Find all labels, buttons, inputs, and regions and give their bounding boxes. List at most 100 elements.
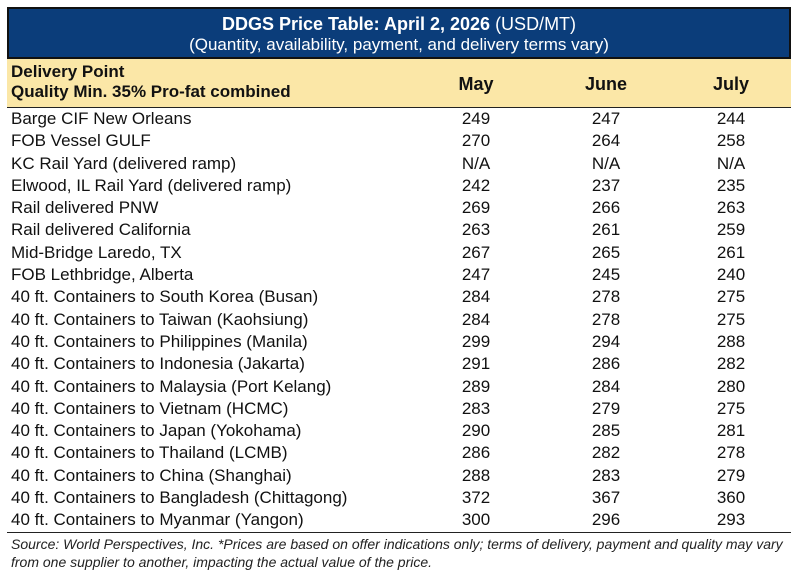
price-may: 286 (461, 443, 491, 463)
price-may: 269 (461, 198, 491, 218)
table-row: 40 ft. Containers to Japan (Yokohama) 290… (7, 420, 791, 442)
price-june: 278 (591, 287, 621, 307)
price-may: 284 (461, 287, 491, 307)
price-may: 289 (461, 376, 491, 396)
price-may: 288 (461, 465, 491, 485)
price-june: 264 (591, 131, 621, 151)
table-row: 40 ft. Containers to Taiwan (Kaohsiung) 2… (7, 309, 791, 331)
price-may: 283 (461, 398, 491, 418)
price-table: DDGS Price Table: April 2, 2026 (USD/MT)… (7, 7, 791, 571)
table-header: Delivery Point Quality Min. 35% Pro-fat … (7, 59, 791, 108)
price-june: 284 (591, 376, 621, 396)
delivery-point-name: Elwood, IL Rail Yard (delivered ramp) (11, 175, 292, 195)
price-july: 278 (716, 443, 746, 463)
price-june: 283 (591, 465, 621, 485)
price-june: 266 (591, 198, 621, 218)
price-july: 275 (716, 287, 746, 307)
price-june: 237 (591, 175, 621, 195)
delivery-point-name: 40 ft. Containers to China (Shanghai) (11, 465, 292, 485)
price-may: 247 (461, 265, 491, 285)
price-july: 235 (716, 175, 746, 195)
price-july: 279 (716, 465, 746, 485)
price-june: 261 (591, 220, 621, 240)
table-row: 40 ft. Containers to Indonesia (Jakarta)… (7, 353, 791, 375)
price-june: 245 (591, 265, 621, 285)
delivery-point-name: Rail delivered California (11, 220, 191, 240)
price-july: 282 (716, 354, 746, 374)
price-may: 291 (461, 354, 491, 374)
delivery-point-name: 40 ft. Containers to Vietnam (HCMC) (11, 398, 289, 418)
delivery-point-name: 40 ft. Containers to Japan (Yokohama) (11, 421, 302, 441)
column-header-may: May (458, 74, 494, 94)
table-row: KC Rail Yard (delivered ramp) N/A N/A N/A (7, 153, 791, 175)
price-july: 240 (716, 265, 746, 285)
price-june: 296 (591, 510, 621, 530)
table-row: Barge CIF New Orleans 249 247 244 (7, 108, 791, 130)
price-may: 284 (461, 309, 491, 329)
price-july: 258 (716, 131, 746, 151)
delivery-point-name: 40 ft. Containers to Bangladesh (Chittag… (11, 488, 348, 508)
price-may: 290 (461, 421, 491, 441)
price-june: 279 (591, 398, 621, 418)
table-row: Elwood, IL Rail Yard (delivered ramp) 242… (7, 175, 791, 197)
price-july: 293 (716, 510, 746, 530)
price-july: 259 (716, 220, 746, 240)
delivery-point-name: Rail delivered PNW (11, 198, 159, 218)
price-june: 247 (591, 109, 621, 128)
price-july: N/A (716, 153, 746, 173)
column-header-june: June (584, 74, 627, 94)
price-may: 242 (461, 175, 491, 195)
table-row: Rail delivered California 263 261 259 (7, 219, 791, 241)
delivery-point-name: 40 ft. Containers to Indonesia (Jakarta) (11, 354, 305, 374)
table-row: 40 ft. Containers to South Korea (Busan)… (7, 286, 791, 308)
price-june: 285 (591, 421, 621, 441)
delivery-point-name: FOB Lethbridge, Alberta (11, 265, 194, 285)
table-row: FOB Vessel GULF 270 264 258 (7, 130, 791, 152)
delivery-point-name: 40 ft. Containers to Malaysia (Port Kela… (11, 376, 332, 396)
delivery-point-header: Delivery Point Quality Min. 35% Pro-fat … (11, 62, 291, 102)
table-title-bar: DDGS Price Table: April 2, 2026 (USD/MT)… (7, 7, 791, 59)
price-may: N/A (461, 153, 491, 173)
price-june: N/A (591, 153, 621, 173)
price-july: 288 (716, 331, 746, 351)
table-row: 40 ft. Containers to Philippines (Manila… (7, 331, 791, 353)
price-july: 360 (716, 488, 746, 508)
footnote: Source: World Perspectives, Inc. *Prices… (7, 531, 791, 571)
price-may: 263 (461, 220, 491, 240)
price-may: 300 (461, 510, 491, 530)
table-row: FOB Lethbridge, Alberta 247 245 240 (7, 264, 791, 286)
price-july: 280 (716, 376, 746, 396)
table-subtitle: (Quantity, availability, payment, and de… (189, 35, 609, 54)
table-row: 40 ft. Containers to Vietnam (HCMC) 283 27… (7, 398, 791, 420)
price-may: 270 (461, 131, 491, 151)
delivery-point-name: Barge CIF New Orleans (11, 109, 192, 128)
delivery-point-name: 40 ft. Containers to Myanmar (Yangon) (11, 510, 304, 530)
delivery-point-name: KC Rail Yard (delivered ramp) (11, 153, 237, 173)
delivery-point-name: FOB Vessel GULF (11, 131, 151, 151)
price-july: 275 (716, 309, 746, 329)
table-title: DDGS Price Table: April 2, 2026 (USD/MT) (9, 14, 789, 35)
delivery-point-name: Mid-Bridge Laredo, TX (11, 242, 182, 262)
price-july: 261 (716, 242, 746, 262)
table-body: Barge CIF New Orleans 249 247 244 FOB Vessel… (7, 108, 791, 532)
price-july: 281 (716, 421, 746, 441)
price-may: 372 (461, 488, 491, 508)
delivery-point-name: 40 ft. Containers to South Korea (Busan) (11, 287, 319, 307)
price-june: 286 (591, 354, 621, 374)
price-june: 265 (591, 242, 621, 262)
table-row: 40 ft. Containers to Bangladesh (Chittag… (7, 487, 791, 509)
price-june: 278 (591, 309, 621, 329)
delivery-point-name: 40 ft. Containers to Philippines (Manila… (11, 331, 308, 351)
price-july: 275 (716, 398, 746, 418)
table-row: Mid-Bridge Laredo, TX 267 265 261 (7, 242, 791, 264)
delivery-point-name: 40 ft. Containers to Taiwan (Kaohsiung) (11, 309, 309, 329)
title-date: DDGS Price Table: April 2, 2026 (221, 14, 491, 34)
table-row: 40 ft. Containers to Malaysia (Port Kela… (7, 376, 791, 398)
table-row: 40 ft. Containers to China (Shanghai) 288… (7, 465, 791, 487)
table-row: 40 ft. Containers to Myanmar (Yangon) 300… (7, 509, 791, 531)
price-july: 263 (716, 198, 746, 218)
delivery-point-name: 40 ft. Containers to Thailand (LCMB) (11, 443, 288, 463)
price-may: 299 (461, 331, 491, 351)
quality-label: Quality Min. 35% Pro-fat combined (11, 82, 291, 101)
price-june: 282 (591, 443, 621, 463)
